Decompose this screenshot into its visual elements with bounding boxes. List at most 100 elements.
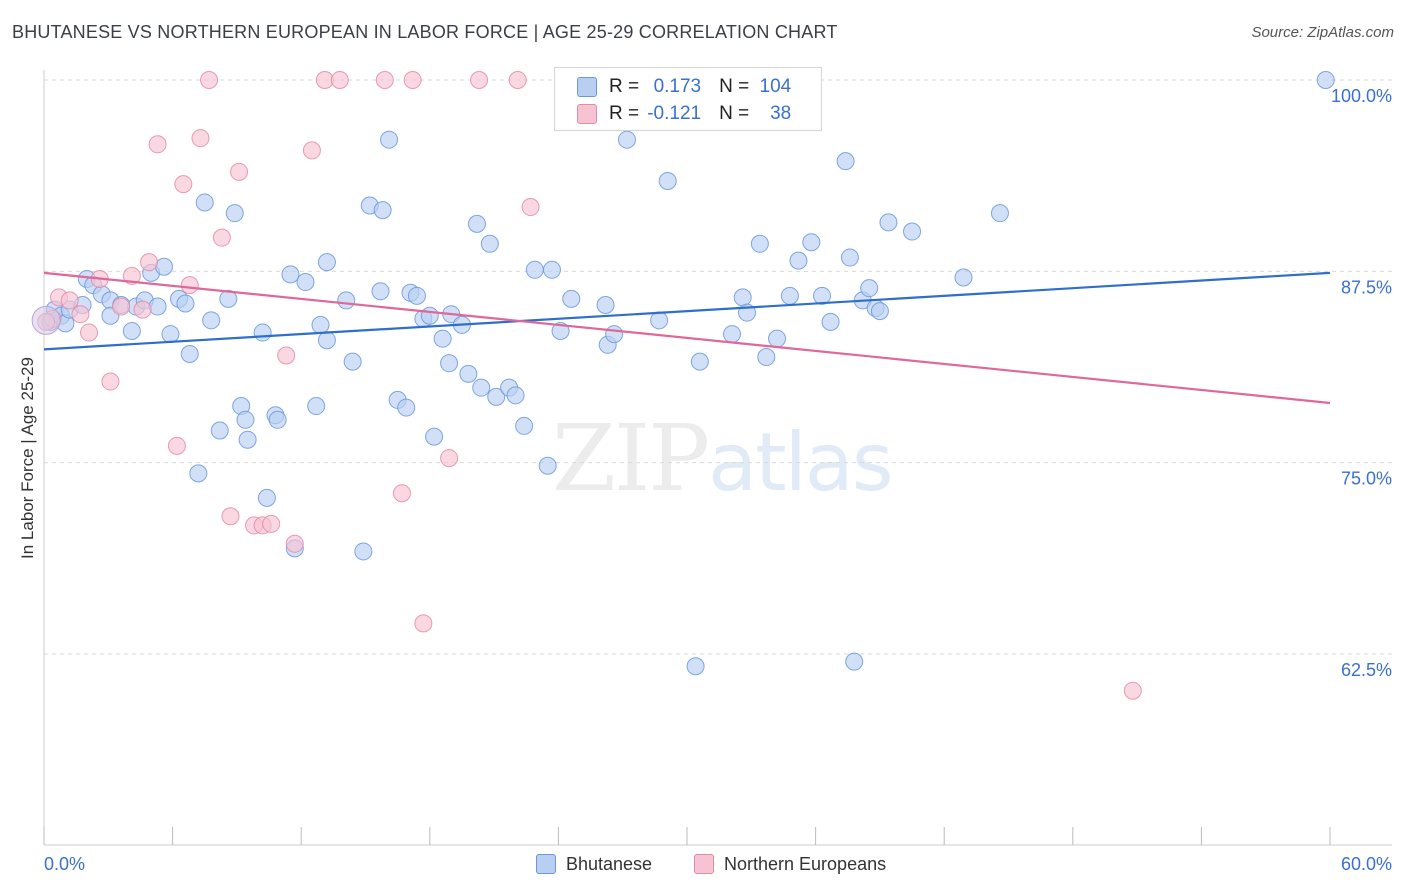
northern-european-point: [262, 514, 281, 533]
bhutanese-point: [870, 302, 889, 321]
bhutanese-point: [371, 282, 390, 301]
bhutanese-point: [317, 253, 336, 272]
bhutanese-point: [180, 344, 199, 363]
bhutanese-point: [650, 311, 669, 330]
bhutanese-point: [750, 234, 769, 253]
bhutanese-point: [238, 430, 257, 449]
bhutanese-point: [506, 386, 525, 405]
bhutanese-point: [425, 427, 444, 446]
bhutanese-point: [307, 397, 326, 416]
bhutanese-point: [1316, 71, 1335, 89]
bhutanese-point: [605, 325, 624, 344]
bhutanese-point: [420, 306, 439, 325]
northern-european-point: [440, 449, 459, 468]
bhutanese-point: [879, 213, 898, 232]
bhutanese-point: [733, 288, 752, 307]
bhutanese-trend-line: [43, 271, 1331, 351]
legend-n-label: N =: [719, 76, 750, 97]
northern-european-point: [403, 71, 422, 89]
northern-european-point: [140, 253, 159, 272]
bhutanese-point: [757, 348, 776, 367]
legend-row-bhutanese: R = 0.173 N = 104: [577, 75, 791, 99]
northern-european-point: [122, 266, 141, 285]
bhutanese-point: [257, 488, 276, 507]
northern-european-trend-line: [43, 271, 1331, 405]
northern-european-point: [521, 198, 540, 217]
bhutanese-point: [148, 297, 167, 316]
northern-european-point: [212, 228, 231, 247]
bhutanese-point: [202, 311, 221, 330]
y-tick-label: 100.0%: [1331, 86, 1392, 106]
northern-european-point: [277, 346, 296, 365]
x-tick-label: 0.0%: [44, 854, 85, 874]
northern-european-point: [180, 276, 199, 295]
cluster-point: [31, 305, 61, 335]
bottom-legend-bhutanese: Bhutanese: [536, 852, 652, 876]
northern-european-point: [148, 135, 167, 154]
legend-r-value: -0.121: [647, 103, 702, 124]
bhutanese-point: [990, 204, 1009, 223]
bhutanese-point: [176, 294, 195, 313]
northern-european-point: [60, 291, 79, 310]
y-tick-label: 62.5%: [1341, 660, 1392, 680]
bhutanese-point: [789, 251, 808, 270]
legend-n-value: 104: [759, 76, 792, 97]
bhutanese-point: [296, 273, 315, 292]
bottom-legend-northern-europeans: Northern Europeans: [694, 852, 886, 876]
bhutanese-point: [840, 248, 859, 267]
bhutanese-point: [225, 204, 244, 223]
bhutanese-point: [845, 652, 864, 671]
bhutanese-point: [542, 260, 561, 279]
bhutanese-point: [440, 354, 459, 373]
bhutanese-point: [860, 279, 879, 298]
northern-european-point: [508, 71, 527, 89]
bhutanese-point: [903, 222, 922, 241]
chart-title: BHUTANESE VS NORTHERN EUROPEAN IN LABOR …: [12, 22, 838, 42]
legend-r-value: 0.173: [653, 76, 702, 97]
legend-r-label: R =: [609, 76, 640, 97]
legend-n-value: 38: [770, 103, 792, 124]
bhutanese-point: [472, 378, 491, 397]
northern-european-point: [221, 507, 240, 526]
legend-row-northern-europeans: R = -0.121 N = 38: [577, 102, 791, 126]
bhutanese-point: [155, 257, 174, 276]
bhutanese-point: [268, 410, 287, 429]
bhutanese-point: [954, 268, 973, 287]
northern-european-point: [285, 534, 304, 553]
bhutanese-point: [480, 234, 499, 253]
bhutanese-point: [821, 312, 840, 331]
northern-european-point: [191, 129, 210, 148]
northern-european-point: [101, 372, 120, 391]
northern-european-point: [230, 162, 249, 181]
bottom-legend-label: Bhutanese: [566, 853, 653, 874]
northern-european-point: [330, 71, 349, 89]
bhutanese-point: [802, 233, 821, 252]
northern-european-point: [375, 71, 394, 89]
bhutanese-point: [337, 291, 356, 310]
bottom-legend-label: Northern Europeans: [724, 853, 887, 874]
y-tick-label: 75.0%: [1341, 469, 1392, 489]
bhutanese-point: [780, 286, 799, 305]
bhutanese-point: [525, 260, 544, 279]
northern-european-point: [315, 71, 334, 89]
northern-european-point: [133, 300, 152, 319]
bhutanese-point: [515, 416, 534, 435]
bhutanese-point: [596, 296, 615, 315]
watermark-zip: ZIP: [552, 405, 710, 512]
bhutanese-point: [122, 322, 141, 341]
bhutanese-point: [161, 325, 180, 344]
bhutanese-point: [281, 265, 300, 284]
bhutanese-point: [195, 193, 214, 212]
bhutanese-point: [397, 398, 416, 417]
legend-n-label: N =: [719, 103, 750, 124]
bhutanese-point: [467, 214, 486, 233]
bhutanese-point: [723, 325, 742, 344]
bhutanese-point: [538, 456, 557, 475]
bhutanese-point: [219, 289, 238, 308]
bottom-legend-swatch: [536, 854, 556, 874]
bhutanese-point: [487, 387, 506, 406]
bhutanese-point: [189, 464, 208, 483]
bhutanese-point: [836, 152, 855, 171]
bhutanese-point: [373, 201, 392, 220]
